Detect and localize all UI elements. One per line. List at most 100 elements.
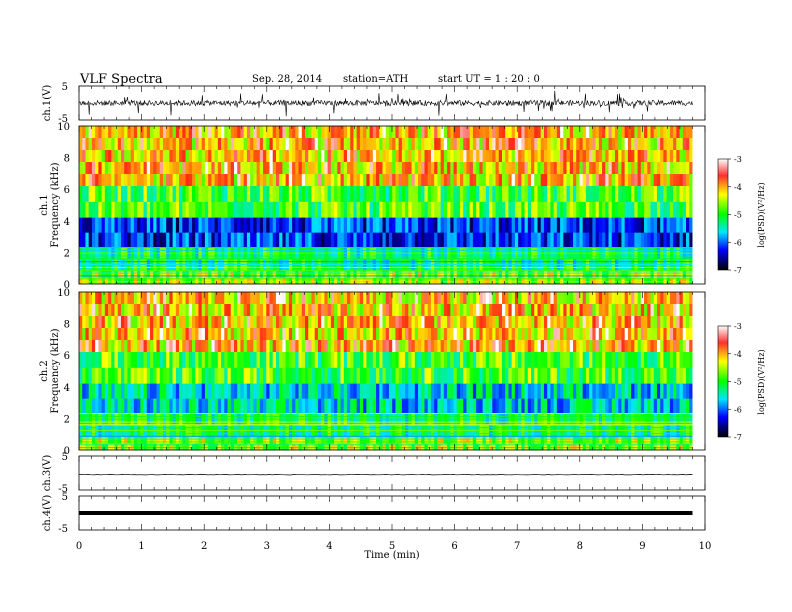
spectrogram-cell (411, 232, 416, 249)
spectrogram-cell (660, 328, 664, 341)
spectrogram-cell (679, 201, 684, 219)
spectrogram-cell (346, 304, 351, 317)
spectrogram-cell (476, 425, 480, 438)
spectrogram-cell (198, 259, 203, 272)
spectrogram-cell (237, 292, 241, 305)
spectrogram-cell (553, 292, 558, 305)
spectrogram-cell (376, 271, 380, 279)
spectrogram-cell (321, 425, 325, 438)
spectrogram-cell (388, 292, 393, 305)
spectrogram-cell (534, 277, 538, 285)
spectrogram-cell (566, 150, 571, 163)
spectrogram-cell (91, 340, 96, 353)
spectrogram-cell (492, 247, 496, 260)
spectrogram-cell (182, 150, 186, 163)
spectrogram-cell (508, 425, 513, 438)
spectrogram-cell (421, 316, 425, 329)
spectrogram-cell (91, 126, 96, 139)
spectrogram-cell (146, 162, 151, 175)
spectrogram-cell (602, 138, 606, 151)
spectrogram-cell (498, 150, 503, 163)
spectrogram-cell (679, 138, 684, 151)
spectrogram-cell (369, 271, 374, 279)
spectrogram-cell (288, 138, 293, 151)
spectrogram-cell (159, 316, 164, 329)
spectrogram-cell (104, 437, 109, 445)
spectrogram-cell (498, 304, 503, 317)
spectrogram-cell (117, 316, 122, 329)
spectrogram-cell (379, 304, 383, 317)
spectrogram-cell (653, 201, 658, 219)
spectrogram-cell (217, 328, 222, 341)
spectrogram-cell (95, 174, 99, 187)
spectrogram-cell (430, 150, 435, 163)
spectrogram-cell (673, 340, 677, 353)
spectrogram-cell (501, 232, 506, 249)
spectrogram-cell (624, 316, 629, 329)
spectrogram-cell (156, 126, 161, 139)
spectrogram-cell (204, 174, 209, 187)
spectrogram-cell (421, 425, 425, 438)
spectrogram-cell (379, 328, 383, 341)
spectrogram-cell (295, 383, 299, 400)
spectrogram-cell (366, 174, 370, 187)
spectrogram-cell (669, 138, 674, 151)
spectrogram-cell (266, 292, 270, 305)
spectrogram-cell (188, 186, 193, 203)
spectrogram-cell (479, 425, 484, 438)
spectrogram-cell (440, 292, 445, 305)
spectrogram-cell (618, 201, 622, 219)
spectrogram-cell (553, 232, 558, 249)
spectrogram-cell (334, 150, 338, 163)
spectrogram-cell (618, 328, 622, 341)
spectrogram-cell (108, 217, 112, 234)
spectrogram-cell (401, 316, 406, 329)
spectrogram-cell (185, 328, 190, 341)
spectrogram-cell (505, 126, 509, 139)
spectrogram-cell (143, 247, 148, 260)
spectrogram-cell (605, 126, 609, 139)
spectrogram-cell (317, 126, 322, 139)
spectrogram-cell (120, 304, 125, 317)
spectrogram-cell (624, 174, 629, 187)
spectrogram-cell (182, 186, 186, 203)
spectrogram-cell (443, 367, 448, 385)
spectrogram-cell (162, 425, 167, 438)
spectrogram-cell (292, 138, 296, 151)
spectrogram-cell (640, 138, 645, 151)
spectrogram-cell (621, 304, 626, 317)
spectrogram-cell (531, 352, 535, 369)
spectrogram-cell (569, 150, 574, 163)
spectrogram-cell (159, 174, 164, 187)
spectrogram-cell (79, 292, 83, 305)
spectrogram-cell (279, 174, 283, 187)
spectrogram-cell (392, 150, 396, 163)
spectrogram-cell (275, 367, 280, 385)
spectrogram-cell (185, 201, 190, 219)
spectrogram-cell (130, 277, 135, 285)
spectrogram-cell (476, 292, 480, 305)
spectrogram-cell (450, 247, 454, 260)
spectrogram-cell (611, 271, 616, 279)
spectrogram-cell (524, 217, 529, 234)
spectrogram-cell (508, 259, 513, 272)
spectrogram-cell (363, 437, 367, 445)
spectrogram-cell (508, 150, 513, 163)
spectrogram-cell (104, 367, 109, 385)
spectrogram-cell (637, 328, 642, 341)
spectrogram-cell (88, 186, 93, 203)
spectrogram-cell (356, 271, 361, 279)
spectrogram-cell (492, 383, 496, 400)
spectrogram-cell (469, 316, 474, 329)
spectrogram-cell (211, 413, 216, 426)
spectrogram-cell (111, 398, 115, 415)
spectrogram-cell (282, 383, 287, 400)
spectrogram-cell (298, 174, 303, 187)
spectrogram-cell (337, 232, 341, 249)
spectrogram-cell (608, 352, 613, 369)
spectrogram-cell (469, 162, 474, 175)
spectrogram-cell (395, 271, 400, 279)
spectrogram-cell (579, 138, 584, 151)
spectrogram-cell (253, 425, 257, 438)
spectrogram-cell (185, 232, 190, 249)
